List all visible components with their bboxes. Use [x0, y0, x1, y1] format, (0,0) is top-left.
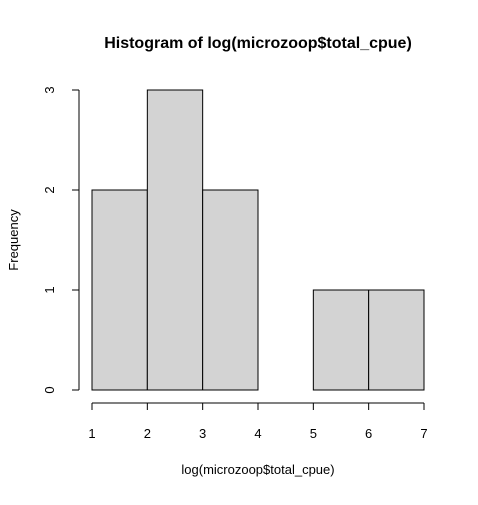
x-axis-label: log(microzoop$total_cpue)	[181, 462, 334, 477]
chart-title: Histogram of log(microzoop$total_cpue)	[104, 35, 412, 52]
bars-group	[91, 89, 425, 391]
histogram-bar-6	[368, 289, 425, 391]
histogram-bar-2	[146, 89, 204, 391]
x-tick-label-5: 5	[310, 426, 317, 441]
x-tick-label-2: 2	[144, 426, 151, 441]
y-tick-label-2: 1	[42, 286, 57, 293]
y-tick-label-3: 2	[42, 186, 57, 193]
y-tick-label-4: 3	[42, 86, 57, 93]
x-tick-label-3: 3	[199, 426, 206, 441]
x-axis: 1 2 3 4 5 6 7	[88, 402, 428, 441]
y-axis-label: Frequency	[6, 209, 21, 271]
x-tick-label-1: 1	[88, 426, 95, 441]
y-axis: 0 1 2 3	[42, 86, 80, 394]
x-tick-label-6: 6	[365, 426, 372, 441]
x-tick-label-4: 4	[254, 426, 261, 441]
y-tick-label-1: 0	[42, 386, 57, 393]
histogram-bar-3	[202, 189, 259, 391]
x-tick-label-7: 7	[420, 426, 427, 441]
histogram-bar-5	[312, 289, 370, 391]
histogram-bar-1	[91, 189, 148, 391]
